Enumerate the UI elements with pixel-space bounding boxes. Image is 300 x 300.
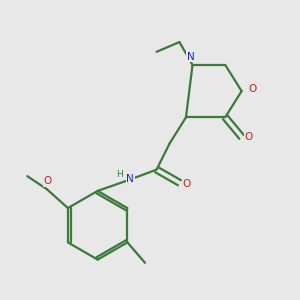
Text: H: H bbox=[116, 170, 123, 179]
Text: N: N bbox=[187, 52, 195, 62]
Text: O: O bbox=[182, 179, 191, 189]
Text: O: O bbox=[248, 85, 256, 94]
Text: N: N bbox=[127, 174, 134, 184]
Text: O: O bbox=[245, 132, 253, 142]
Text: O: O bbox=[44, 176, 52, 186]
